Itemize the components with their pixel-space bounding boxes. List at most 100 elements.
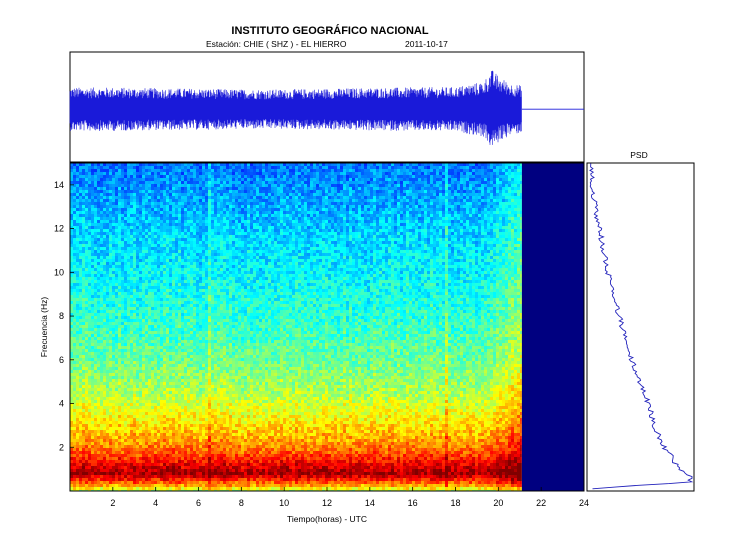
spectrogram-cell [163, 295, 166, 298]
spectrogram-cell [151, 319, 154, 322]
spectrogram-cell [199, 319, 202, 322]
spectrogram-cell [187, 385, 190, 388]
spectrogram-cell [202, 442, 205, 445]
spectrogram-cell [133, 277, 136, 280]
spectrogram-cell [202, 325, 205, 328]
spectrogram-cell [175, 211, 178, 214]
spectrogram-cell [100, 238, 103, 241]
spectrogram-cell [112, 280, 115, 283]
spectrogram-cell [103, 307, 106, 310]
spectrogram-cell [172, 331, 175, 334]
spectrogram-cell [94, 229, 97, 232]
spectrogram-cell [148, 313, 151, 316]
spectrogram-cell [181, 475, 184, 478]
spectrogram-cell [169, 262, 172, 265]
spectrogram-cell [106, 292, 109, 295]
spectrogram-cell [187, 400, 190, 403]
spectrogram-cell [184, 271, 187, 274]
spectrogram-cell [157, 289, 160, 292]
spectrogram-cell [148, 283, 151, 286]
spectrogram-cell [196, 238, 199, 241]
spectrogram-cell [133, 202, 136, 205]
spectrogram-cell [166, 325, 169, 328]
spectrogram-cell [97, 310, 100, 313]
spectrogram-cell [181, 379, 184, 382]
spectrogram-cell [163, 484, 166, 487]
spectrogram-cell [133, 271, 136, 274]
spectrogram-cell [118, 208, 121, 211]
spectrogram-cell [124, 205, 127, 208]
spectrogram-cell [97, 259, 100, 262]
spectrogram-cell [163, 346, 166, 349]
spectrogram-cell [178, 370, 181, 373]
spectrogram-cell [166, 343, 169, 346]
spectrogram-cell [175, 253, 178, 256]
spectrogram-cell [133, 298, 136, 301]
spectrogram-cell [127, 244, 130, 247]
spectrogram-cell [145, 436, 148, 439]
spectrogram-cell [202, 412, 205, 415]
spectrogram-cell [163, 229, 166, 232]
spectrogram-cell [145, 418, 148, 421]
spectrogram-cell [163, 487, 166, 490]
spectrogram-cell [112, 184, 115, 187]
spectrogram-cell [70, 439, 73, 442]
spectrogram-cell [160, 409, 163, 412]
spectrogram-cell [133, 421, 136, 424]
spectrogram-cell [160, 274, 163, 277]
spectrogram-cell [100, 313, 103, 316]
spectrogram-cell [73, 280, 76, 283]
spectrogram-cell [160, 301, 163, 304]
spectrogram-cell [100, 409, 103, 412]
spectrogram-cell [85, 370, 88, 373]
spectrogram-cell [160, 187, 163, 190]
spectrogram-cell [187, 232, 190, 235]
spectrogram-cell [130, 274, 133, 277]
spectrogram-cell [145, 223, 148, 226]
spectrogram-cell [79, 460, 82, 463]
spectrogram-cell [199, 175, 202, 178]
spectrogram-cell [121, 226, 124, 229]
spectrogram-cell [106, 487, 109, 490]
spectrogram-cell [118, 196, 121, 199]
spectrogram-cell [202, 466, 205, 469]
spectrogram-cell [184, 223, 187, 226]
spectrogram-cell [91, 280, 94, 283]
spectrogram-cell [73, 475, 76, 478]
spectrogram-cell [103, 403, 106, 406]
spectrogram-cell [94, 313, 97, 316]
spectrogram-cell [184, 442, 187, 445]
spectrogram-cell [148, 367, 151, 370]
spectrogram-cell [130, 184, 133, 187]
spectrogram-cell [154, 385, 157, 388]
spectrogram-cell [109, 352, 112, 355]
spectrogram-cell [76, 205, 79, 208]
spectrogram-cell [196, 292, 199, 295]
spectrogram-cell [184, 241, 187, 244]
spectrogram-cell [136, 172, 139, 175]
spectrogram-cell [79, 295, 82, 298]
spectrogram-cell [103, 289, 106, 292]
spectrogram-cell [97, 460, 100, 463]
spectrogram-cell [154, 259, 157, 262]
spectrogram-cell [163, 307, 166, 310]
spectrogram-cell [121, 175, 124, 178]
spectrogram-cell [124, 448, 127, 451]
spectrogram-cell [112, 397, 115, 400]
spectrogram-cell [109, 313, 112, 316]
spectrogram-cell [136, 319, 139, 322]
spectrogram-cell [109, 460, 112, 463]
spectrogram-cell [178, 394, 181, 397]
spectrogram-cell [148, 376, 151, 379]
spectrogram-cell [115, 466, 118, 469]
spectrogram-cell [124, 265, 127, 268]
spectrogram-cell [109, 316, 112, 319]
spectrogram-cell [154, 466, 157, 469]
spectrogram-cell [187, 346, 190, 349]
spectrogram-cell [130, 322, 133, 325]
spectrogram-cell [85, 361, 88, 364]
spectrogram-cell [127, 445, 130, 448]
spectrogram-cell [193, 271, 196, 274]
spectrogram-cell [76, 325, 79, 328]
spectrogram-cell [70, 484, 73, 487]
